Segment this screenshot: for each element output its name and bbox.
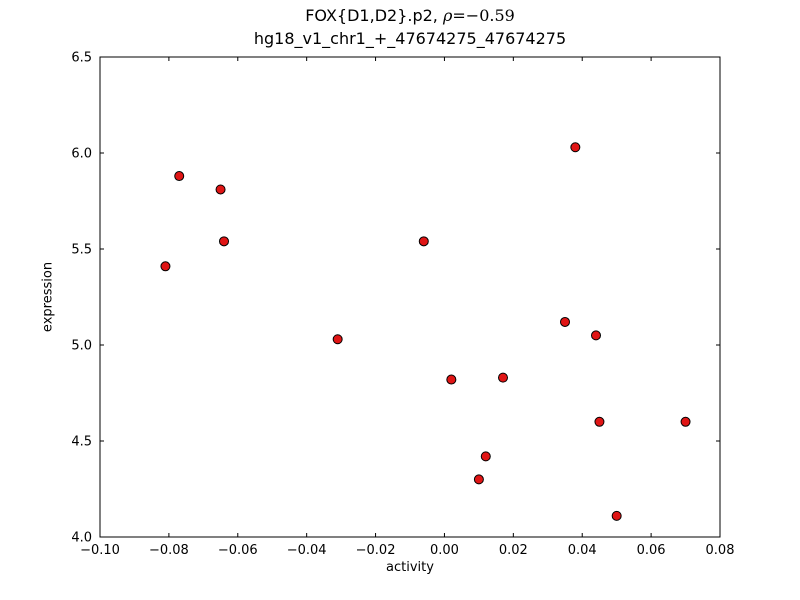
chart-title: FOX{D1,D2}.p2, ρ=−0.59 hg18_v1_chr1_+_47… (100, 4, 720, 50)
chart-subtitle: hg18_v1_chr1_+_47674275_47674275 (253, 29, 567, 48)
rho-symbol: ρ (442, 6, 453, 25)
x-tick-label: 0.04 (568, 543, 597, 558)
x-tick-label: 0.00 (430, 543, 459, 558)
data-point (174, 171, 185, 182)
x-tick-label: −0.06 (218, 543, 258, 558)
y-tick-label: 6.5 (71, 51, 92, 66)
title-prefix: FOX{D1,D2}.p2, (305, 6, 443, 25)
y-axis-label: expression (40, 261, 56, 333)
data-point (591, 330, 601, 341)
data-point (611, 510, 622, 521)
data-point (560, 316, 570, 327)
y-tick-label: 4.5 (71, 435, 92, 450)
x-axis-label: activity (386, 560, 434, 575)
data-point (219, 236, 229, 247)
rho-value: =−0.59 (452, 6, 515, 25)
data-point (332, 334, 343, 345)
data-point (480, 451, 491, 462)
y-tick-label: 4.0 (71, 531, 92, 546)
data-point (215, 184, 226, 195)
data-point (594, 416, 605, 427)
x-tick-label: −0.04 (287, 543, 327, 558)
data-point (680, 416, 691, 427)
x-tick-label: 0.08 (706, 543, 735, 558)
data-point (418, 236, 429, 247)
data-point (160, 261, 171, 272)
x-tick-label: 0.02 (499, 543, 528, 558)
data-point (473, 474, 484, 485)
x-tick-label: −0.10 (80, 543, 120, 558)
x-tick-label: −0.08 (149, 543, 189, 558)
y-tick-label: 6.0 (71, 147, 92, 162)
chart-title-line1: FOX{D1,D2}.p2, ρ=−0.59 (100, 4, 720, 27)
x-tick-label: −0.02 (356, 543, 396, 558)
data-point (570, 142, 581, 153)
data-point (498, 372, 508, 383)
data-point (446, 374, 457, 385)
axes-frame (99, 56, 721, 538)
y-tick-label: 5.5 (71, 243, 92, 258)
x-tick-label: 0.06 (637, 543, 666, 558)
y-tick-label: 5.0 (71, 339, 92, 354)
